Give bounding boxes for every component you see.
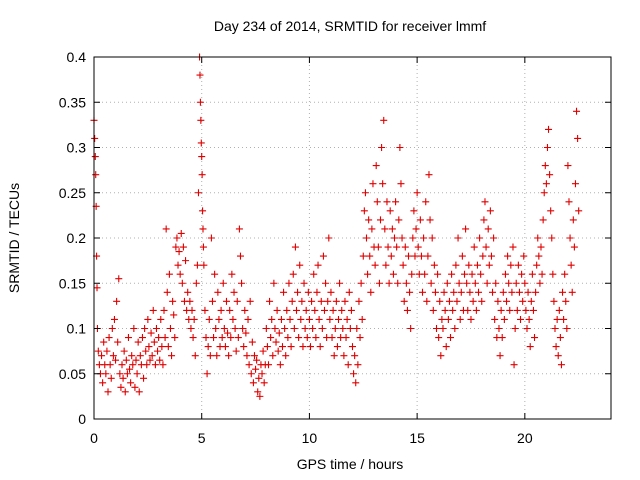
y-tick-label: 0.35: [59, 94, 86, 110]
y-tick-label: 0: [78, 411, 86, 427]
x-tick-label: 5: [198, 430, 206, 446]
y-tick-label: 0.15: [59, 275, 86, 291]
chart-background: [0, 0, 640, 480]
y-tick-label: 0.4: [67, 49, 87, 65]
x-axis-label: GPS time / hours: [297, 456, 404, 472]
y-tick-label: 0.3: [67, 140, 87, 156]
y-tick-label: 0.2: [67, 230, 87, 246]
x-tick-label: 10: [302, 430, 318, 446]
chart-title: Day 234 of 2014, SRMTID for receiver lmm…: [214, 18, 486, 34]
y-tick-label: 0.25: [59, 185, 86, 201]
y-tick-label: 0.1: [67, 321, 87, 337]
x-tick-label: 20: [517, 430, 533, 446]
y-tick-label: 0.05: [59, 366, 86, 382]
x-tick-label: 0: [90, 430, 98, 446]
y-axis-label: SRMTID / TECUs: [6, 183, 22, 293]
x-tick-label: 15: [409, 430, 425, 446]
srmtid-scatter-chart: Day 234 of 2014, SRMTID for receiver lmm…: [0, 0, 640, 480]
